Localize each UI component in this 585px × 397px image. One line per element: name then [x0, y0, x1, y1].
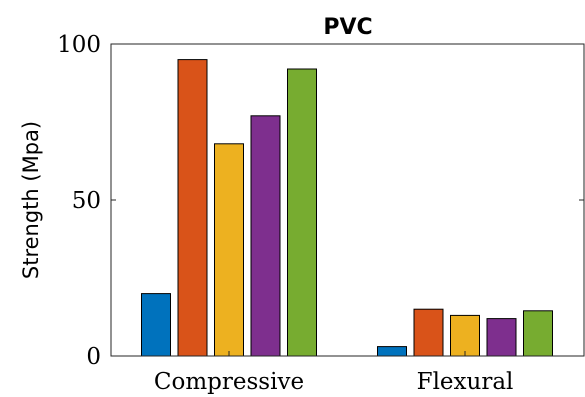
bar-compressive-5: [287, 68, 317, 357]
bar-flexural-5: [523, 310, 553, 357]
y-tick-label: 50: [72, 188, 101, 214]
bar-flexural-4: [486, 318, 517, 357]
plot-area-border: [110, 43, 585, 357]
bar-flexural-3: [450, 314, 480, 357]
bar-compressive-1: [141, 293, 171, 357]
y-axis-label: Strength (Mpa): [19, 121, 43, 279]
bar-compressive-4: [250, 115, 281, 357]
bar-compressive-2: [177, 59, 208, 357]
bar-flexural-1: [377, 346, 407, 357]
x-tick-label: Flexural: [417, 369, 514, 395]
bars-layer: [141, 59, 553, 357]
x-tick-label: Compressive: [154, 369, 304, 395]
chart-title: PVC: [323, 15, 372, 40]
y-tick-label: 100: [57, 32, 101, 58]
y-tick-label: 0: [86, 344, 101, 370]
bar-compressive-3: [214, 143, 244, 357]
ticks-layer: Compressive Flexural 0 50 100: [57, 32, 584, 395]
bar-flexural-2: [413, 308, 444, 357]
